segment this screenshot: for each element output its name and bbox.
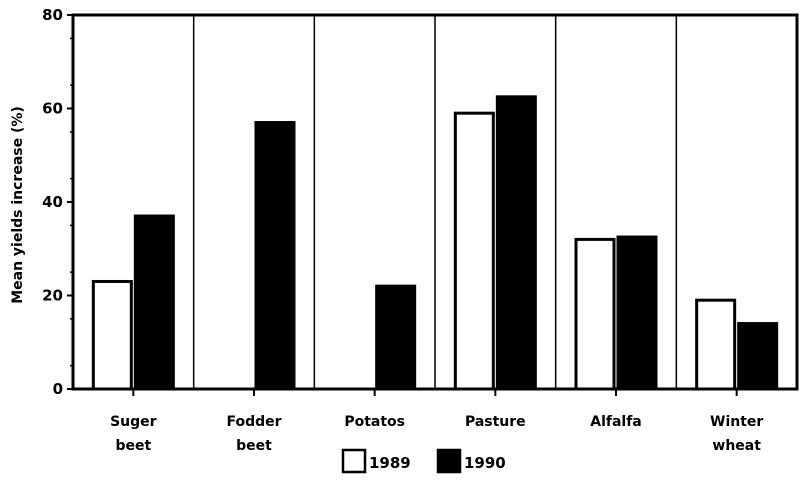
x-axis-labels: Suger beet Fodder beet Potatos Pasture Alfalfa… bbox=[110, 389, 763, 454]
bar-1990-0 bbox=[133, 214, 175, 391]
x-tick-label: Suger bbox=[110, 414, 157, 430]
x-tick-label: beet bbox=[115, 438, 151, 454]
bar-1989-0 bbox=[91, 279, 133, 391]
bar-1990-3 bbox=[495, 95, 537, 391]
bars bbox=[91, 95, 779, 391]
x-tick-label: wheat bbox=[712, 438, 761, 454]
y-axis: 0 20 40 60 80 bbox=[42, 6, 73, 398]
y-axis-title: Mean yields increase (%) bbox=[10, 106, 26, 304]
x-tick-label: Alfalfa bbox=[590, 414, 642, 430]
y-tick-label: 60 bbox=[42, 100, 63, 118]
bar-1989-3 bbox=[453, 111, 495, 391]
y-tick-label: 40 bbox=[42, 193, 63, 211]
y-axis-title-group: Mean yields increase (%) bbox=[10, 106, 26, 304]
x-tick-label: Winter bbox=[710, 414, 763, 430]
y-tick-label: 20 bbox=[42, 287, 63, 305]
legend-label-1989: 1989 bbox=[369, 454, 411, 472]
legend-label-1990: 1990 bbox=[464, 454, 506, 472]
y-tick-label: 80 bbox=[42, 6, 63, 24]
y-tick-label: 0 bbox=[53, 380, 63, 398]
legend: 1989 1990 bbox=[341, 448, 506, 474]
bar-1990-5 bbox=[737, 322, 779, 391]
bar-1989-4 bbox=[574, 237, 616, 391]
bar-1989-5 bbox=[695, 298, 737, 391]
legend-swatch-1989 bbox=[341, 448, 367, 474]
x-tick-label: Potatos bbox=[344, 414, 405, 430]
bar-1990-1 bbox=[254, 121, 296, 391]
x-tick-label: Fodder bbox=[226, 414, 281, 430]
legend-swatch-1990 bbox=[436, 448, 462, 474]
bar-1990-2 bbox=[375, 284, 417, 391]
x-tick-label: Pasture bbox=[465, 414, 526, 430]
bar-1990-4 bbox=[616, 235, 658, 391]
category-separators bbox=[192, 15, 678, 389]
x-tick-label: beet bbox=[236, 438, 272, 454]
